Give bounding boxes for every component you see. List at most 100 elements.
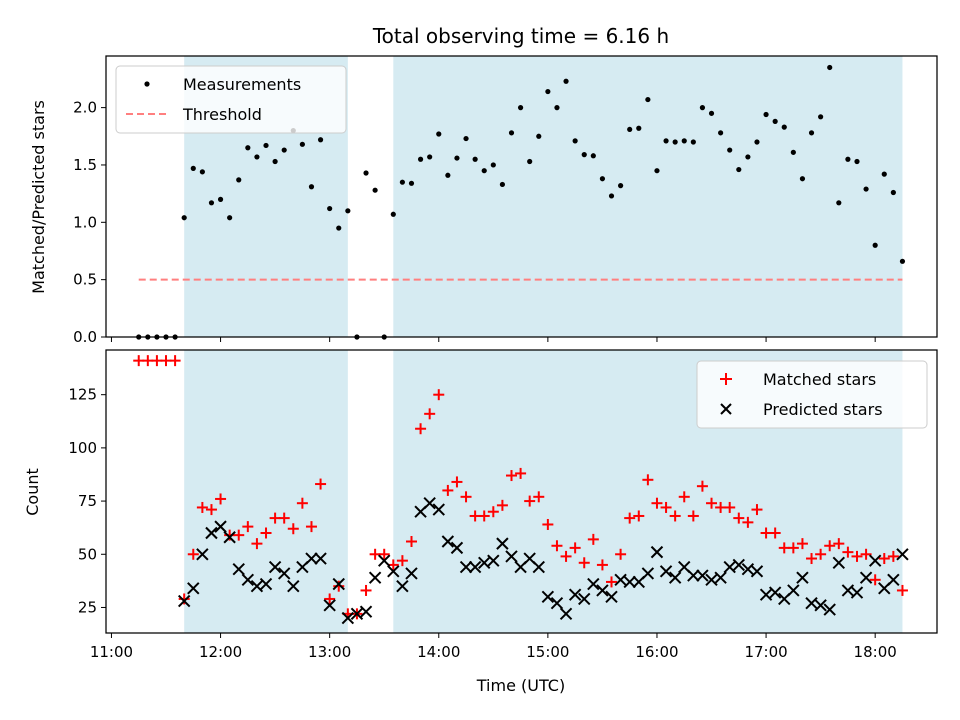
predicted-star-point-71 — [823, 603, 836, 616]
predicted-star-point-1 — [187, 582, 200, 595]
matched-star-point-50 — [587, 533, 599, 545]
predicted-star-stroke-b — [805, 597, 818, 610]
predicted-star-point-46 — [596, 584, 609, 597]
predicted-star-point-34 — [487, 554, 500, 567]
matched-star-point-84 — [896, 584, 908, 596]
measurement-point-81 — [872, 242, 878, 248]
measurement-point-43 — [527, 158, 533, 165]
top-y-tick-label-3: 1.5 — [73, 156, 97, 174]
measurement-point-46 — [554, 105, 560, 111]
measurement-point-80 — [863, 186, 869, 192]
x-tick-label-5: 16:00 — [635, 643, 678, 661]
predicted-star-point-68 — [796, 571, 809, 584]
predicted-star-point-79 — [896, 548, 909, 561]
predicted-star-stroke-b — [478, 556, 491, 569]
measurement-point-9 — [217, 196, 224, 202]
measurement-point-77 — [836, 200, 842, 206]
predicted-star-point-41 — [550, 597, 564, 610]
matched-star-point-52 — [606, 576, 618, 588]
predicted-star-stroke-b — [214, 520, 227, 533]
measurement-point-37 — [472, 156, 478, 162]
matched-star-point-35 — [451, 476, 463, 488]
predicted-star-stroke-b — [896, 548, 909, 561]
matched-star-point-39 — [487, 506, 499, 518]
predicted-star-stroke-b — [241, 573, 255, 587]
bottom-plot-frame — [105, 349, 938, 634]
predicted-star-stroke-b — [259, 577, 273, 591]
predicted-star-stroke-b — [814, 599, 827, 612]
matched-star-point-83 — [887, 550, 899, 562]
top-y-tick-label-0: 0.0 — [73, 328, 97, 346]
legend-marker-measurements — [144, 81, 150, 87]
measurement-point-60 — [681, 138, 687, 144]
predicted-star-point-40 — [541, 590, 555, 604]
predicted-star-stroke-b — [678, 560, 691, 574]
predicted-star-stroke-b — [859, 571, 873, 584]
predicted-star-point-20 — [359, 605, 373, 618]
predicted-star-stroke-b — [350, 607, 364, 621]
predicted-star-stroke-b — [723, 560, 736, 574]
predicted-star-stroke-b — [868, 554, 882, 567]
measurement-point-7 — [199, 169, 205, 175]
predicted-star-stroke-b — [650, 545, 664, 559]
shaded-span-1 — [393, 56, 903, 337]
measurement-point-44 — [536, 133, 542, 139]
measurement-point-29 — [399, 179, 405, 185]
measurement-point-14 — [263, 142, 269, 149]
bottom-y-tick-label-1: 50 — [78, 545, 97, 563]
predicted-star-point-65 — [768, 586, 782, 599]
measurement-point-49 — [581, 152, 587, 158]
predicted-star-stroke-b — [323, 599, 336, 612]
measurement-point-26 — [372, 187, 378, 193]
predicted-star-point-35 — [496, 537, 509, 550]
predicted-star-stroke-b — [659, 565, 673, 578]
predicted-star-point-21 — [368, 571, 382, 584]
predicted-star-point-60 — [723, 560, 736, 574]
predicted-star-point-49 — [623, 575, 636, 589]
matched-star-point-51 — [596, 559, 608, 571]
matched-star-point-20 — [315, 478, 327, 490]
legend-label-matched-stars: Matched stars — [763, 370, 876, 389]
predicted-star-stroke-b — [641, 567, 655, 580]
predicted-star-point-6 — [232, 562, 245, 576]
x-tick-label-0: 11:00 — [90, 643, 133, 661]
measurement-point-28 — [390, 211, 396, 217]
bottom-x-ticks: 11:00 12:00 13:00 14:00 15:00 16:00 17:00 18:00 — [90, 633, 897, 661]
matched-star-point-66 — [733, 512, 745, 524]
matched-star-point-78 — [842, 546, 854, 558]
measurement-point-35 — [454, 155, 460, 161]
matched-star-point-17 — [287, 523, 299, 535]
predicted-star-point-33 — [478, 556, 491, 569]
measurement-point-74 — [808, 130, 815, 136]
measurement-point-10 — [227, 215, 233, 221]
matched-star-point-22 — [333, 580, 345, 592]
predicted-star-point-17 — [332, 577, 345, 591]
matched-star-point-74 — [806, 553, 818, 565]
legend-marker-matched-stars — [720, 373, 732, 385]
matched-star-point-16 — [278, 512, 290, 524]
matched-star-point-59 — [669, 510, 681, 522]
matched-star-point-29 — [396, 555, 408, 567]
predicted-star-point-23 — [387, 565, 400, 578]
measurement-point-84 — [899, 258, 906, 264]
predicted-star-point-62 — [741, 562, 755, 576]
measurement-point-65 — [727, 147, 733, 153]
predicted-star-stroke-b — [696, 569, 709, 582]
matched-star-point-82 — [878, 553, 890, 565]
measurement-point-68 — [754, 139, 760, 145]
predicted-star-point-57 — [696, 569, 709, 582]
predicted-star-point-29 — [441, 535, 455, 548]
measurement-point-76 — [827, 64, 833, 71]
predicted-star-point-8 — [250, 579, 264, 593]
matched-star-point-76 — [824, 540, 836, 552]
predicted-star-point-67 — [787, 584, 800, 597]
matched-star-point-70 — [769, 527, 781, 539]
measurement-point-12 — [245, 145, 251, 151]
matched-star-point-53 — [615, 548, 627, 560]
predicted-star-point-5 — [223, 531, 236, 544]
matched-star-point-13 — [251, 538, 263, 550]
predicted-star-point-0 — [177, 594, 191, 608]
matched-star-point-45 — [542, 518, 554, 530]
predicted-star-stroke-b — [450, 541, 464, 555]
measurement-point-70 — [772, 118, 778, 124]
